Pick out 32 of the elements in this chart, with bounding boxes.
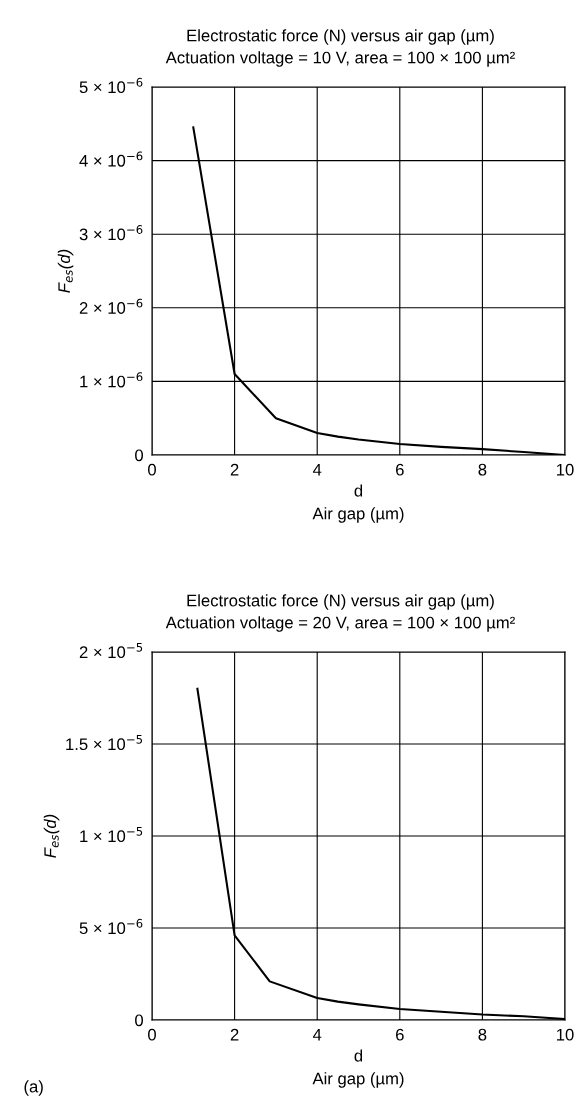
x-tick-label: 2 bbox=[230, 1028, 239, 1041]
x-tick-label: 2 bbox=[230, 463, 239, 476]
text: (a) bbox=[24, 1080, 43, 1096]
y-tick-label: 2 × 10$^{−6}$ bbox=[79, 298, 143, 314]
y-tick-label: 1 × 10$^{−5}$ bbox=[80, 827, 143, 843]
x-tick-label: 0 bbox=[148, 1028, 156, 1041]
y-tick-label: 0 bbox=[135, 1014, 144, 1027]
chart-subtitle: Actuation voltage = 20 V, area = 100 × 100 µm² bbox=[165, 616, 515, 632]
x-tick-label: 6 bbox=[396, 463, 404, 476]
x-tick-label: 10 bbox=[557, 463, 574, 476]
x-tick-label: 0 bbox=[148, 463, 156, 476]
x-tick-label: 10 bbox=[557, 1028, 574, 1041]
x-axis-title: d Air gap (µm) bbox=[312, 1049, 404, 1088]
y-tick-label: 0 bbox=[135, 449, 144, 462]
chart-subtitle: Actuation voltage = 10 V, area = 100 × 100 µm² bbox=[165, 51, 515, 67]
y-axis-title: F$_{es}$(d) bbox=[43, 814, 60, 858]
chart-title: Electrostatic force (N) versus air gap (µm) bbox=[187, 29, 494, 45]
y-tick-label: 2 × 10$^{−5}$ bbox=[79, 643, 143, 659]
x-tick-label: 8 bbox=[478, 1028, 487, 1041]
y-axis-title: F$_{es}$(d) bbox=[57, 249, 74, 293]
chart-title: Electrostatic force (N) versus air gap (µm) bbox=[187, 594, 494, 610]
x-tick-label: 8 bbox=[478, 463, 487, 476]
x-tick-label: 4 bbox=[312, 463, 322, 476]
y-tick-label: 3 × 10$^{−6}$ bbox=[79, 225, 143, 241]
y-tick-label: 5 × 10$^{−6}$ bbox=[79, 77, 143, 94]
x-tick-label: 4 bbox=[312, 1028, 322, 1041]
x-tick-label: 6 bbox=[396, 1028, 404, 1041]
y-tick-label: 4 × 10$^{−6}$ bbox=[79, 151, 143, 167]
y-tick-label: 1.5 × 10$^{−5}$ bbox=[66, 735, 143, 751]
y-tick-label: 5 × 10$^{−6}$ bbox=[79, 918, 143, 935]
y-tick-label: 1 × 10$^{−6}$ bbox=[80, 372, 143, 388]
x-axis-title: d Air gap (µm) bbox=[312, 484, 404, 523]
